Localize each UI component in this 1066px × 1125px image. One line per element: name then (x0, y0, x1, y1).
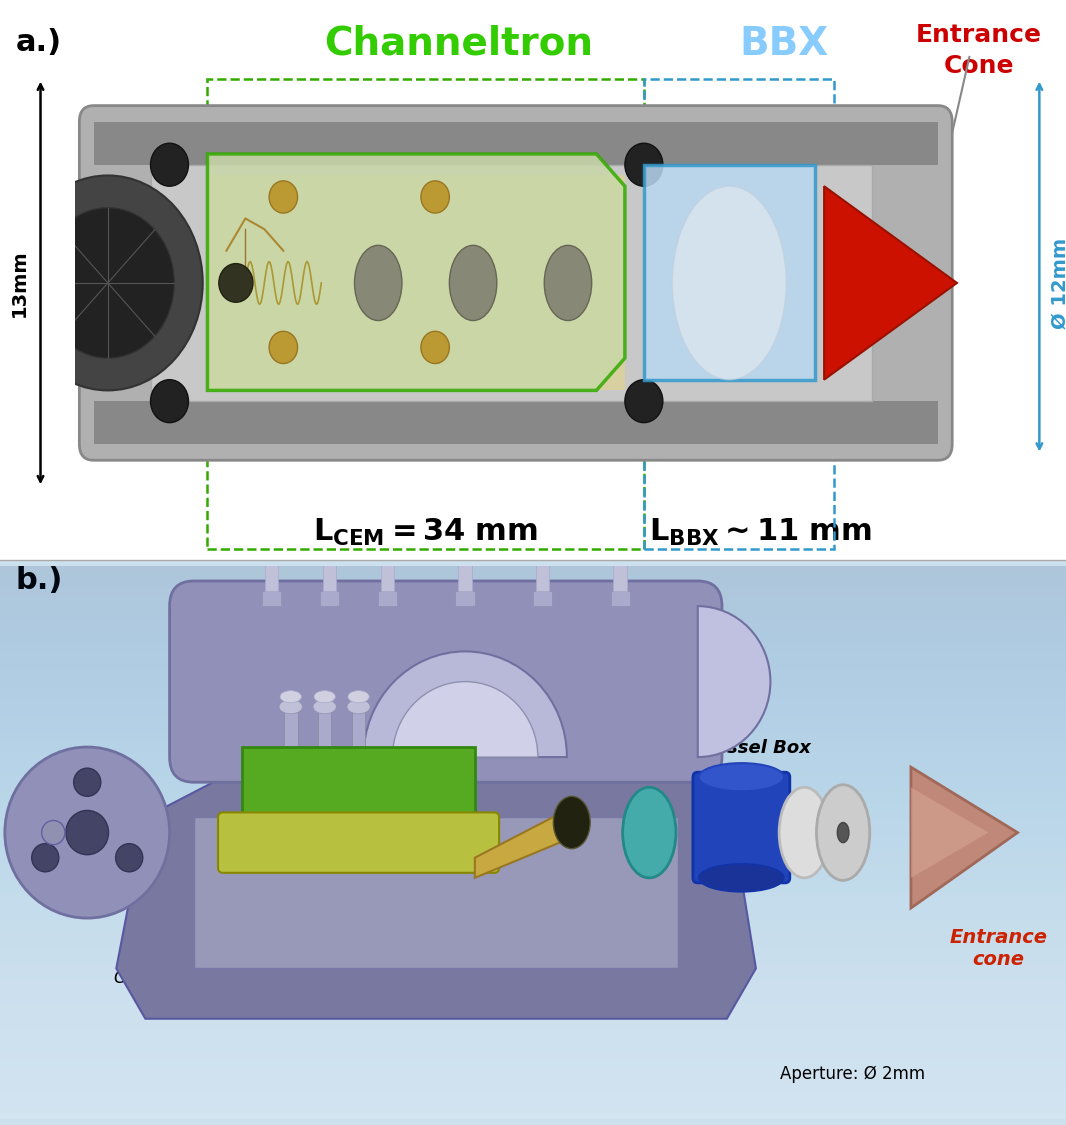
Polygon shape (208, 154, 625, 390)
Ellipse shape (673, 187, 787, 379)
Ellipse shape (280, 691, 302, 703)
Ellipse shape (346, 700, 370, 713)
Ellipse shape (698, 864, 784, 892)
Bar (208, 79, 644, 549)
Circle shape (219, 263, 253, 303)
Bar (381, 542, 394, 591)
Text: Ø 12mm: Ø 12mm (1050, 237, 1066, 328)
Ellipse shape (817, 785, 870, 881)
Text: Cone: Cone (943, 54, 1014, 78)
Circle shape (74, 768, 101, 796)
Text: CEM mounting
system: CEM mounting system (114, 911, 296, 1008)
Text: Bessel Box
housing: Bessel Box housing (537, 627, 733, 705)
Ellipse shape (314, 691, 336, 703)
Circle shape (5, 747, 169, 918)
Ellipse shape (698, 763, 784, 791)
Ellipse shape (279, 700, 303, 713)
FancyBboxPatch shape (219, 812, 499, 873)
Circle shape (150, 143, 189, 187)
Circle shape (625, 379, 663, 423)
Ellipse shape (355, 245, 402, 321)
Wedge shape (698, 606, 771, 757)
Circle shape (66, 810, 109, 855)
Ellipse shape (375, 534, 400, 551)
Ellipse shape (608, 534, 633, 551)
Circle shape (625, 143, 663, 187)
Bar (320, 591, 339, 606)
Ellipse shape (259, 534, 284, 551)
Bar (323, 542, 336, 591)
Polygon shape (911, 788, 988, 878)
Bar (644, 164, 814, 379)
Text: BBX: BBX (739, 25, 828, 63)
Polygon shape (116, 767, 756, 1019)
Ellipse shape (530, 534, 555, 551)
Bar (284, 706, 297, 767)
Text: Channeltron
KBL-5RS: Channeltron KBL-5RS (373, 722, 596, 807)
Ellipse shape (317, 534, 342, 551)
Polygon shape (824, 187, 957, 379)
Ellipse shape (779, 788, 829, 878)
Bar (242, 747, 474, 838)
Bar (644, 79, 834, 549)
Bar (458, 542, 472, 591)
Ellipse shape (348, 691, 369, 703)
Bar (611, 591, 630, 606)
Text: a.): a.) (16, 28, 62, 57)
Bar (150, 164, 872, 402)
Circle shape (115, 844, 143, 872)
Bar (613, 542, 627, 591)
Bar (352, 706, 366, 767)
Wedge shape (364, 651, 567, 757)
Text: Channeltron: Channeltron (324, 25, 593, 63)
Text: Entrance
cone: Entrance cone (949, 928, 1047, 969)
Ellipse shape (623, 788, 676, 878)
Circle shape (32, 844, 59, 872)
Bar (0, 560, 1066, 1125)
Ellipse shape (837, 822, 849, 843)
Bar (644, 132, 824, 434)
Polygon shape (911, 767, 1018, 908)
Circle shape (42, 820, 65, 845)
Ellipse shape (453, 534, 478, 551)
Bar (194, 818, 678, 969)
Ellipse shape (450, 245, 497, 321)
Ellipse shape (313, 700, 336, 713)
Text: Bessel Box: Bessel Box (701, 739, 811, 757)
Circle shape (42, 208, 174, 358)
Ellipse shape (553, 796, 591, 848)
Bar (536, 542, 549, 591)
Bar (533, 591, 552, 606)
Circle shape (421, 181, 450, 213)
Bar (208, 176, 625, 390)
Polygon shape (474, 808, 571, 878)
Circle shape (13, 176, 203, 390)
Text: Aperture: Ø 2mm: Aperture: Ø 2mm (780, 1065, 925, 1083)
Bar (264, 542, 278, 591)
Wedge shape (392, 682, 538, 757)
Bar (261, 591, 281, 606)
Ellipse shape (545, 245, 592, 321)
Text: b.): b.) (16, 566, 63, 595)
Circle shape (150, 379, 189, 423)
Circle shape (269, 331, 297, 363)
Text: 13mm: 13mm (10, 249, 29, 317)
Text: L = 55 mm: L = 55 mm (351, 593, 443, 611)
Circle shape (421, 331, 450, 363)
Bar (378, 591, 398, 606)
Circle shape (269, 181, 297, 213)
FancyBboxPatch shape (693, 772, 790, 883)
FancyBboxPatch shape (79, 106, 952, 460)
Bar (455, 591, 474, 606)
Bar (94, 122, 938, 164)
FancyBboxPatch shape (169, 580, 722, 782)
Text: Entrance: Entrance (916, 22, 1041, 46)
Text: $\mathbf{L_{BBX} \sim 11\ mm}$: $\mathbf{L_{BBX} \sim 11\ mm}$ (649, 516, 871, 548)
Bar (318, 706, 332, 767)
Bar (94, 402, 938, 444)
Text: $\mathbf{L_{CEM} = 34\ mm}$: $\mathbf{L_{CEM} = 34\ mm}$ (313, 516, 538, 548)
